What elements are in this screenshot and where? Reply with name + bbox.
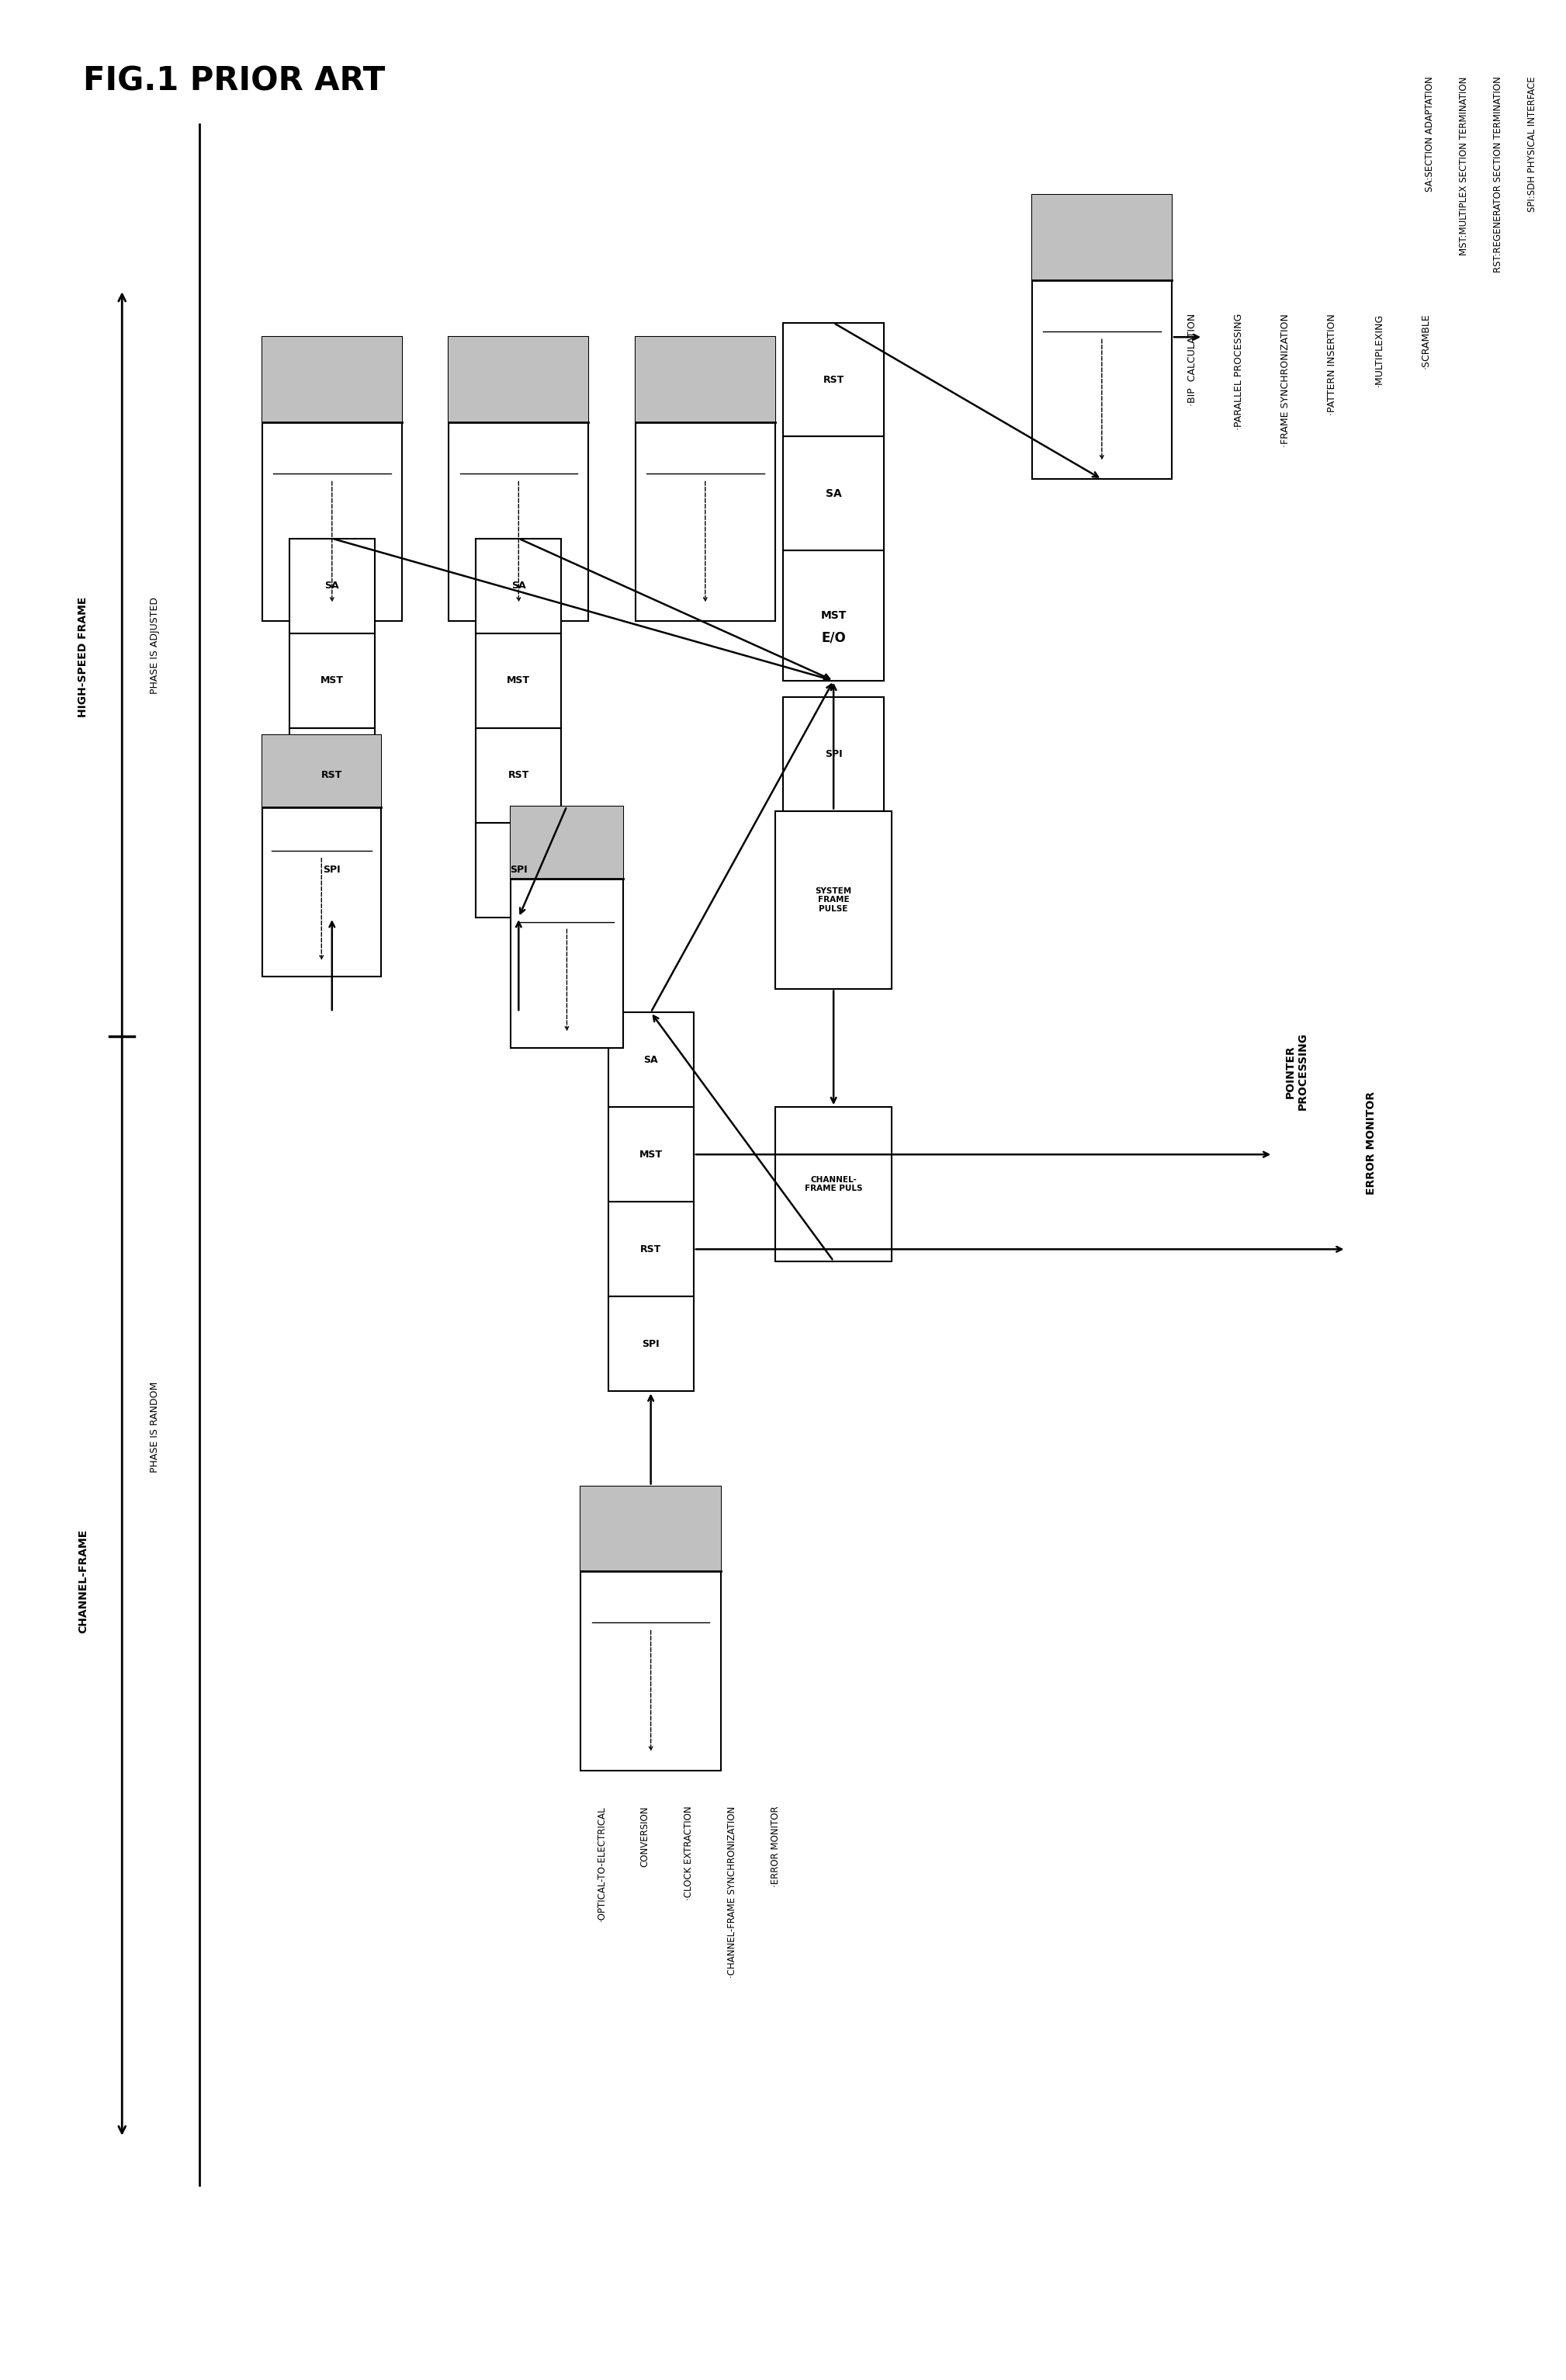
Bar [511, 807, 623, 878]
Bar [636, 338, 775, 621]
Bar [608, 1202, 694, 1297]
Text: CHANNEL-FRAME: CHANNEL-FRAME [78, 1528, 89, 1633]
Bar [608, 1011, 694, 1107]
Text: CONVERSION: CONVERSION [640, 1806, 650, 1866]
Bar [636, 338, 775, 421]
Text: FIG.1 PRIOR ART: FIG.1 PRIOR ART [83, 64, 385, 98]
Text: SPI: SPI [511, 864, 528, 876]
Text: HIGH-SPEED FRAME: HIGH-SPEED FRAME [78, 597, 89, 716]
Bar [783, 697, 885, 812]
Bar [476, 728, 561, 823]
Bar [783, 436, 885, 550]
Bar [290, 823, 374, 919]
Bar [448, 338, 589, 621]
Text: SA: SA [825, 488, 841, 500]
Text: MST: MST [321, 676, 343, 685]
Bar [290, 538, 374, 633]
Text: ·CLOCK EXTRACTION: ·CLOCK EXTRACTION [683, 1806, 694, 1899]
Text: ·FRAME SYNCHRONIZATION: ·FRAME SYNCHRONIZATION [1281, 314, 1290, 447]
Text: SPI: SPI [642, 1340, 659, 1349]
Bar [775, 812, 893, 988]
Text: RST: RST [640, 1245, 661, 1254]
Text: SA: SA [324, 581, 340, 590]
Text: SA: SA [512, 581, 526, 590]
Bar [581, 1485, 720, 1571]
Text: MST:MULTIPLEX SECTION TERMINATION: MST:MULTIPLEX SECTION TERMINATION [1460, 76, 1469, 255]
Bar [1032, 195, 1171, 281]
Text: RST: RST [321, 771, 343, 781]
Text: SPI: SPI [825, 750, 843, 759]
Text: SYSTEM
FRAME
PULSE: SYSTEM FRAME PULSE [816, 888, 852, 912]
Text: ·SCRAMBLE: ·SCRAMBLE [1420, 314, 1431, 369]
Text: MST: MST [507, 676, 531, 685]
Bar [290, 728, 374, 823]
Text: ·OPTICAL-TO-ELECTRICAL: ·OPTICAL-TO-ELECTRICAL [597, 1806, 606, 1921]
Text: RST:REGENERATOR SECTION TERMINATION: RST:REGENERATOR SECTION TERMINATION [1492, 76, 1503, 274]
Bar [262, 338, 402, 621]
Text: SPI: SPI [323, 864, 341, 876]
Bar [1032, 195, 1171, 478]
Bar [608, 1297, 694, 1392]
Bar [581, 1485, 720, 1771]
Bar [608, 1107, 694, 1202]
Text: SA:SECTION ADAPTATION: SA:SECTION ADAPTATION [1425, 76, 1434, 193]
Text: ERROR MONITOR: ERROR MONITOR [1366, 1090, 1377, 1195]
Bar [290, 633, 374, 728]
Text: ·PARALLEL PROCESSING: ·PARALLEL PROCESSING [1234, 314, 1243, 431]
Text: PHASE IS RANDOM: PHASE IS RANDOM [150, 1380, 160, 1473]
Bar [775, 1107, 893, 1261]
Text: ·ERROR MONITOR: ·ERROR MONITOR [770, 1806, 780, 1887]
Text: SPI:SDH PHYSICAL INTERFACE: SPI:SDH PHYSICAL INTERFACE [1527, 76, 1538, 212]
Bar [511, 807, 623, 1047]
Text: MST: MST [639, 1150, 662, 1159]
Bar [262, 735, 381, 807]
Text: ·MULTIPLEXING: ·MULTIPLEXING [1373, 314, 1384, 386]
Text: SA: SA [644, 1054, 658, 1064]
Bar [783, 324, 885, 436]
Bar [783, 550, 885, 681]
Text: POINTER
PROCESSING: POINTER PROCESSING [1284, 1033, 1308, 1111]
Text: ·CHANNEL-FRAME SYNCHRONIZATION: ·CHANNEL-FRAME SYNCHRONIZATION [727, 1806, 738, 1978]
Text: MST: MST [821, 609, 847, 621]
Text: ·PATTERN INSERTION: ·PATTERN INSERTION [1328, 314, 1337, 414]
Bar [448, 338, 589, 421]
Text: E/O: E/O [821, 631, 846, 645]
Text: ·BIP  CALCULATION: ·BIP CALCULATION [1187, 314, 1198, 407]
Text: RST: RST [824, 374, 844, 386]
Bar [476, 823, 561, 919]
Bar [262, 735, 381, 976]
Bar [476, 633, 561, 728]
Text: RST: RST [507, 771, 529, 781]
Text: PHASE IS ADJUSTED: PHASE IS ADJUSTED [150, 597, 160, 693]
Text: CHANNEL-
FRAME PULS: CHANNEL- FRAME PULS [805, 1176, 863, 1192]
Bar [262, 338, 402, 421]
Bar [476, 538, 561, 633]
